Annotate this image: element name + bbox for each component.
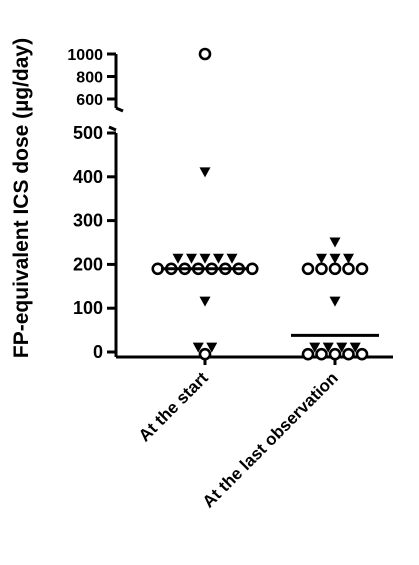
data-point-circle bbox=[342, 347, 355, 361]
x-category-label: At the start bbox=[135, 368, 212, 445]
data-point-circle bbox=[198, 47, 212, 61]
data-point-circle bbox=[301, 347, 315, 361]
data-point-triangle bbox=[172, 253, 184, 264]
data-point-circle bbox=[342, 262, 355, 276]
axes bbox=[108, 54, 393, 365]
x-category-label: At the last observation bbox=[199, 368, 342, 511]
data-points bbox=[151, 47, 369, 361]
y-ticks: 0 100 200 300 400 500 600 800 1000 bbox=[67, 47, 116, 362]
y-tick-label: 300 bbox=[73, 211, 103, 231]
y-tick-label: 200 bbox=[73, 254, 103, 274]
data-point-triangle bbox=[329, 237, 341, 248]
data-point-circle bbox=[301, 262, 315, 276]
data-point-circle bbox=[355, 262, 369, 276]
y-tick-label: 400 bbox=[73, 167, 103, 187]
data-point-triangle bbox=[336, 342, 348, 353]
data-point-triangle bbox=[343, 253, 354, 264]
y-tick-label: 1000 bbox=[67, 47, 103, 64]
data-point-circle bbox=[315, 262, 328, 276]
data-point-triangle bbox=[186, 253, 197, 264]
y-axis-label: FP-equivalent ICS dose (µg/day) bbox=[10, 38, 33, 358]
data-point-triangle bbox=[192, 342, 204, 353]
data-point-triangle bbox=[199, 167, 211, 178]
data-point-triangle bbox=[199, 253, 211, 264]
data-point-circle bbox=[315, 347, 328, 361]
data-point-triangle bbox=[349, 342, 361, 353]
data-point-triangle bbox=[322, 342, 334, 353]
axis-break-mark-upper bbox=[115, 106, 124, 113]
data-point-circle bbox=[355, 347, 369, 361]
y-tick-label: 800 bbox=[76, 70, 103, 87]
data-point-triangle bbox=[309, 342, 321, 353]
data-point-triangle bbox=[226, 253, 238, 264]
data-point-triangle bbox=[206, 342, 218, 353]
data-point-triangle bbox=[329, 253, 341, 264]
y-tick-label: 100 bbox=[73, 298, 103, 318]
y-tick-label: 600 bbox=[76, 92, 103, 109]
data-point-triangle bbox=[213, 253, 224, 264]
data-point-triangle bbox=[329, 296, 341, 307]
median-lines bbox=[161, 267, 379, 337]
data-point-triangle bbox=[316, 253, 327, 264]
y-tick-label: 500 bbox=[73, 123, 103, 143]
data-point-circle bbox=[328, 347, 342, 361]
axis-break-mark-lower bbox=[108, 125, 117, 132]
data-point-circle bbox=[198, 347, 212, 361]
data-point-circle bbox=[328, 262, 342, 276]
data-point-triangle bbox=[199, 296, 211, 307]
y-tick-label: 0 bbox=[93, 342, 103, 362]
